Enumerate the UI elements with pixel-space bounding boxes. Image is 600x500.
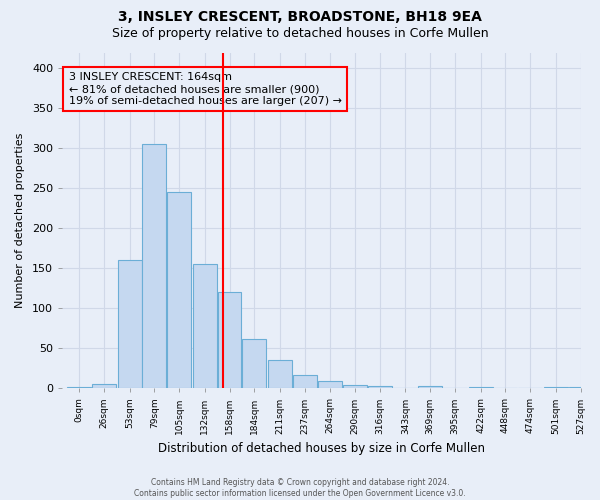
Bar: [319, 381, 343, 388]
Text: 3, INSLEY CRESCENT, BROADSTONE, BH18 9EA: 3, INSLEY CRESCENT, BROADSTONE, BH18 9EA: [118, 10, 482, 24]
Bar: [67, 386, 91, 388]
Bar: [242, 338, 266, 388]
Bar: [469, 386, 493, 388]
Bar: [193, 264, 217, 388]
Bar: [92, 384, 116, 388]
Bar: [118, 260, 142, 388]
Y-axis label: Number of detached properties: Number of detached properties: [15, 132, 25, 308]
Bar: [142, 144, 166, 388]
Bar: [343, 385, 367, 388]
Text: Contains HM Land Registry data © Crown copyright and database right 2024.
Contai: Contains HM Land Registry data © Crown c…: [134, 478, 466, 498]
Bar: [268, 360, 292, 388]
Text: Size of property relative to detached houses in Corfe Mullen: Size of property relative to detached ho…: [112, 28, 488, 40]
Text: 3 INSLEY CRESCENT: 164sqm
← 81% of detached houses are smaller (900)
19% of semi: 3 INSLEY CRESCENT: 164sqm ← 81% of detac…: [69, 72, 342, 106]
Bar: [544, 386, 568, 388]
Bar: [368, 386, 392, 388]
Bar: [218, 292, 241, 388]
Bar: [293, 376, 317, 388]
X-axis label: Distribution of detached houses by size in Corfe Mullen: Distribution of detached houses by size …: [158, 442, 485, 455]
Bar: [167, 192, 191, 388]
Bar: [569, 386, 592, 388]
Bar: [418, 386, 442, 388]
